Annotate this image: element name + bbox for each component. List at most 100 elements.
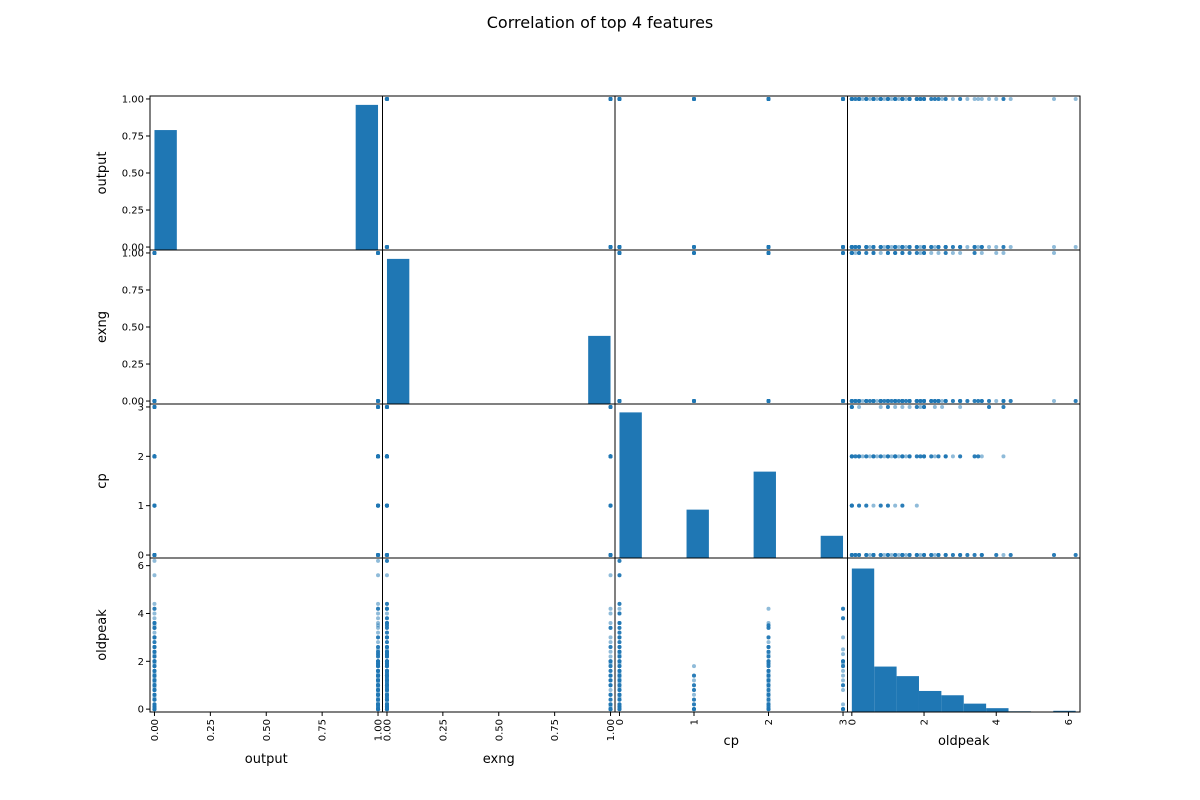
- scatter-point-cp-vs-oldpeak-128: [766, 664, 771, 669]
- scatter-point-oldpeak-vs-cp-166: [849, 454, 854, 459]
- scatter-point-cp-vs-oldpeak-123: [766, 688, 771, 692]
- scatter-point-exng-vs-oldpeak-156: [384, 616, 389, 621]
- scatter-point-oldpeak-vs-exng-62: [896, 399, 901, 404]
- scatter-point-exng-vs-oldpeak-161: [608, 692, 613, 697]
- scatter-point-cp-vs-oldpeak-130: [766, 654, 771, 659]
- scatter-point-oldpeak-vs-cp-101: [958, 553, 963, 558]
- scatter-point-cp-vs-output-48: [617, 245, 622, 250]
- scatter-point-oldpeak-vs-exng-136: [976, 399, 981, 404]
- scatter-point-oldpeak-vs-cp-56: [875, 454, 880, 459]
- scatter-point-oldpeak-vs-exng-145: [914, 399, 919, 404]
- x-tick-label-oldpeak-3: 6: [1064, 719, 1075, 725]
- scatter-point-oldpeak-vs-output-151: [1001, 96, 1006, 101]
- scatter-point-oldpeak-vs-output-107: [1052, 96, 1057, 101]
- scatter-point-cp-vs-exng-165: [691, 399, 696, 404]
- scatter-point-oldpeak-vs-cp-105: [994, 553, 999, 558]
- scatter-point-oldpeak-vs-exng-162: [900, 250, 905, 255]
- scatter-point-output-vs-oldpeak-47: [152, 611, 157, 616]
- panel-frame-output-exng: [382, 95, 616, 251]
- scatter-point-oldpeak-vs-output-167: [893, 245, 898, 250]
- scatter-point-oldpeak-vs-output-128: [914, 245, 919, 250]
- scatter-point-cp-vs-exng-174: [691, 250, 696, 255]
- x-tick-label-oldpeak-0: 0: [847, 719, 858, 725]
- scatter-point-oldpeak-vs-output-162: [900, 96, 905, 101]
- scatter-point-cp-vs-oldpeak-162: [617, 673, 622, 678]
- scatter-point-exng-vs-cp-162: [608, 553, 613, 558]
- scatter-point-cp-vs-oldpeak-155: [841, 635, 846, 640]
- scatter-point-output-vs-oldpeak-107: [376, 573, 381, 578]
- scatter-point-oldpeak-vs-output-168: [943, 245, 948, 250]
- scatter-point-cp-vs-oldpeak-99: [617, 644, 622, 649]
- scatter-point-cp-vs-oldpeak-112: [691, 692, 696, 697]
- y-tick-label-cp-1: 1: [138, 501, 144, 512]
- scatter-point-exng-vs-oldpeak-172: [608, 606, 613, 611]
- x-axis-label-exng: exng: [483, 752, 515, 767]
- scatter-point-oldpeak-vs-exng-122: [871, 399, 876, 404]
- scatter-point-oldpeak-vs-output-16: [918, 245, 923, 250]
- scatter-point-oldpeak-vs-cp-7: [882, 553, 887, 558]
- scatter-point-oldpeak-vs-exng-176: [914, 250, 919, 255]
- scatter-point-oldpeak-vs-output-169: [972, 245, 977, 250]
- scatter-point-oldpeak-vs-cp-90: [878, 553, 883, 558]
- scatter-point-oldpeak-vs-cp-148: [932, 404, 937, 409]
- scatter-point-cp-vs-oldpeak-104: [617, 621, 622, 626]
- x-tick-label-output-4: 1.00: [374, 719, 385, 741]
- scatter-point-oldpeak-vs-exng-107: [1052, 399, 1057, 404]
- scatter-point-output-vs-oldpeak-148: [376, 652, 381, 657]
- scatter-point-oldpeak-vs-output-170: [849, 245, 854, 250]
- scatter-point-output-vs-oldpeak-102: [376, 630, 381, 635]
- scatter-point-cp-vs-oldpeak-88: [617, 697, 622, 702]
- scatter-point-oldpeak-vs-output-98: [936, 96, 941, 101]
- scatter-point-oldpeak-vs-exng-165: [900, 399, 905, 404]
- x-tick-label-exng-1: 0.25: [438, 719, 449, 741]
- scatter-point-oldpeak-vs-output-176: [914, 96, 919, 101]
- scatter-point-output-vs-oldpeak-150: [376, 616, 381, 621]
- scatter-point-oldpeak-vs-exng-44: [958, 250, 963, 255]
- scatter-point-oldpeak-vs-cp-176: [914, 404, 919, 409]
- scatter-point-oldpeak-vs-cp-107: [1052, 553, 1057, 558]
- y-axis-label-exng: exng: [95, 311, 110, 343]
- scatter-point-oldpeak-vs-cp-60: [889, 454, 894, 459]
- scatter-point-exng-vs-oldpeak-154: [384, 659, 389, 664]
- scatter-point-oldpeak-vs-exng-60: [889, 399, 894, 404]
- scatter-point-output-vs-oldpeak-26: [152, 601, 157, 606]
- scatter-point-oldpeak-vs-output-140: [878, 96, 883, 101]
- scatter-point-oldpeak-vs-output-100: [950, 96, 955, 101]
- scatter-point-oldpeak-vs-cp-146: [918, 404, 923, 409]
- histogram-bar-cp-3: [820, 535, 844, 558]
- scatter-point-oldpeak-vs-exng-172: [1001, 250, 1006, 255]
- scatter-point-cp-vs-oldpeak-115: [691, 678, 696, 683]
- scatter-point-oldpeak-vs-cp-88: [864, 553, 869, 558]
- scatter-point-oldpeak-vs-cp-120: [857, 454, 862, 459]
- histogram-bar-oldpeak-3: [918, 690, 942, 712]
- scatter-point-exng-vs-oldpeak-105: [384, 611, 389, 616]
- x-tick-label-exng-3: 0.75: [550, 719, 561, 741]
- x-axis-label-output: output: [245, 752, 288, 767]
- scatter-point-output-vs-oldpeak-144: [376, 668, 381, 673]
- scatter-point-exng-vs-oldpeak-169: [608, 625, 613, 630]
- scatter-point-exng-vs-oldpeak-108: [384, 558, 389, 563]
- scatter-point-cp-vs-oldpeak-149: [841, 647, 846, 652]
- x-tick-label-exng-2: 0.50: [494, 719, 505, 741]
- scatter-point-oldpeak-vs-cp-54: [867, 454, 872, 459]
- scatter-point-oldpeak-vs-output-164: [878, 245, 883, 250]
- scatter-point-oldpeak-vs-cp-144: [907, 404, 912, 409]
- scatter-point-exng-vs-oldpeak-158: [608, 697, 613, 702]
- scatter-point-oldpeak-vs-cp-124: [885, 454, 890, 459]
- scatter-point-oldpeak-vs-exng-144: [907, 399, 912, 404]
- scatter-point-oldpeak-vs-output-103: [972, 96, 977, 101]
- scatter-point-exng-vs-oldpeak-139: [384, 702, 389, 707]
- scatter-point-oldpeak-vs-cp-108: [1073, 553, 1078, 558]
- scatter-point-output-vs-oldpeak-172: [152, 606, 157, 611]
- scatter-point-exng-vs-oldpeak-142: [384, 678, 389, 683]
- scatter-point-exng-vs-oldpeak-153: [384, 683, 389, 688]
- y-tick-label-output-1: 0.25: [122, 206, 144, 217]
- scatter-point-output-vs-oldpeak-137: [152, 621, 157, 626]
- scatter-point-cp-vs-oldpeak-121: [766, 697, 771, 702]
- histogram-bar-cp-2: [753, 471, 776, 558]
- scatter-point-exng-vs-oldpeak-163: [384, 707, 389, 712]
- scatter-point-oldpeak-vs-exng-149: [940, 399, 945, 404]
- scatter-point-cp-vs-oldpeak-176: [841, 664, 846, 669]
- scatter-point-oldpeak-vs-exng-46: [979, 250, 984, 255]
- scatter-point-oldpeak-vs-cp-121: [864, 454, 869, 459]
